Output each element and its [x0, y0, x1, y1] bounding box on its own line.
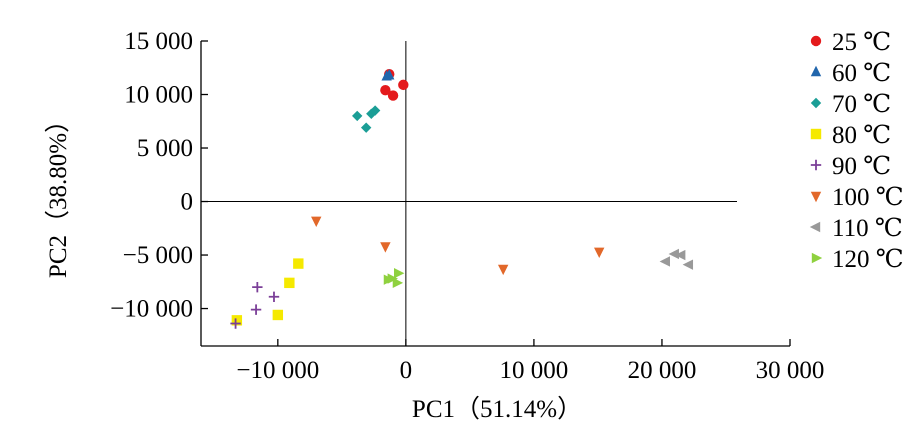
data-point: [594, 247, 605, 259]
data-point: [369, 105, 381, 116]
legend-label: 25 ℃: [832, 29, 891, 56]
series-group: [659, 248, 694, 270]
y-tick-label: 0: [181, 189, 194, 216]
legend-marker: [810, 35, 822, 47]
data-point: [659, 256, 670, 267]
data-point: [393, 268, 405, 279]
data-point: [230, 318, 241, 329]
x-tick-label: 20 000: [628, 357, 697, 384]
x-tick-label: −10 000: [236, 357, 319, 384]
data-point: [682, 259, 694, 270]
legend: 25 ℃ 60 ℃ 70 ℃ 80 ℃ 90 ℃ 100 ℃ 110 ℃ 120 ℃: [809, 29, 904, 273]
data-point: [674, 249, 686, 261]
data-point: [380, 242, 391, 253]
axes: [200, 40, 791, 347]
legend-label: 60 ℃: [832, 60, 891, 87]
legend-marker: [810, 191, 822, 203]
series-group: [381, 69, 395, 81]
data-point: [387, 90, 399, 101]
data-point: [284, 277, 295, 289]
y-tick-label: −5 000: [123, 242, 193, 269]
data-point: [272, 309, 284, 321]
y-tick-label: 10 000: [124, 82, 193, 109]
data-point: [668, 248, 679, 260]
legend-marker: [810, 65, 822, 77]
x-tick-label: 0: [400, 357, 413, 384]
data-point: [392, 277, 404, 289]
y-tick-label: −10 000: [110, 296, 193, 323]
data-point: [231, 315, 243, 326]
data-point: [497, 264, 509, 276]
data-points: [230, 68, 694, 329]
legend-label: 70 ℃: [832, 91, 891, 118]
y-axis-label: PC2（38.80%）: [44, 108, 72, 278]
data-point: [293, 258, 304, 269]
data-point: [360, 122, 372, 133]
data-point: [250, 304, 262, 315]
data-point: [383, 274, 395, 285]
series-group: [230, 281, 280, 329]
data-point: [384, 69, 395, 80]
series-group: [231, 258, 304, 326]
data-point: [268, 291, 280, 302]
y-tick-label: 15 000: [124, 28, 193, 55]
legend-label: 110 ℃: [832, 215, 903, 242]
series-group: [380, 68, 409, 101]
legend-marker: [809, 221, 821, 233]
legend-marker: [810, 128, 822, 140]
legend-marker: [811, 252, 823, 264]
y-tick-label: 5 000: [137, 135, 193, 162]
x-axis-label: PC1（51.14%）: [412, 395, 582, 423]
legend-marker: [810, 97, 822, 109]
legend-label: 120 ℃: [832, 246, 904, 273]
legend-marker: [810, 159, 822, 171]
legend-label: 100 ℃: [832, 184, 904, 211]
series-group: [352, 105, 381, 133]
data-point: [398, 79, 409, 91]
legend-label: 90 ℃: [832, 153, 891, 180]
tick-labels: 15 000 10 000 5 000 0 −5 000 −10 000 −10 000 0 1…: [110, 28, 824, 384]
legend-label: 80 ℃: [832, 122, 891, 149]
x-tick-label: 10 000: [500, 357, 569, 384]
data-point: [380, 85, 391, 96]
series-group: [383, 268, 405, 289]
data-point: [311, 216, 322, 227]
data-point: [352, 110, 363, 122]
series-group: [311, 216, 605, 276]
data-point: [252, 281, 263, 293]
x-tick-label: 30 000: [756, 357, 825, 384]
